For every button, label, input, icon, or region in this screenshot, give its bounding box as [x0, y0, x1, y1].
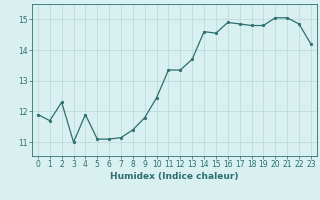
X-axis label: Humidex (Indice chaleur): Humidex (Indice chaleur): [110, 172, 239, 181]
